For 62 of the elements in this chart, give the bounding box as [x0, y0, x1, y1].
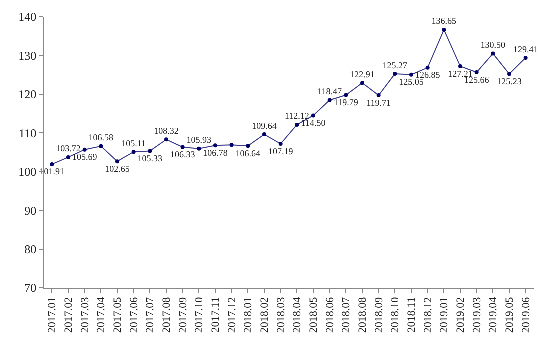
- y-tick-label: 80: [24, 242, 37, 256]
- x-tick-label: 2018.09: [373, 296, 386, 334]
- data-label: 136.65: [432, 16, 458, 26]
- x-tick-label: 2017.06: [128, 296, 140, 334]
- x-tick-label: 2017.10: [194, 296, 206, 334]
- data-label: 130.50: [480, 40, 506, 50]
- data-label: 105.69: [72, 152, 98, 162]
- x-tick-label: 2018.03: [275, 296, 288, 334]
- data-label: 105.11: [122, 138, 146, 148]
- x-tick-label: 2019.03: [471, 296, 484, 334]
- x-tick-label: 2017.01: [46, 297, 59, 334]
- data-label: 119.79: [334, 97, 359, 108]
- data-label: 108.32: [154, 126, 179, 136]
- x-tick-label: 2018.04: [292, 296, 304, 334]
- x-tick-label: 2018.11: [406, 297, 418, 333]
- y-tick-label: 70: [24, 281, 37, 296]
- x-tick-label: 2019.04: [488, 296, 500, 334]
- x-tick-label: 2018.07: [340, 296, 353, 334]
- x-tick-label: 2018.08: [357, 296, 370, 334]
- x-tick-label: 2019.05: [504, 296, 516, 334]
- data-label: 102.65: [105, 164, 130, 174]
- data-label: 119.71: [366, 98, 392, 108]
- data-label: 129.41: [513, 44, 538, 54]
- x-tick-label: 2017.05: [112, 296, 124, 334]
- x-tick-label: 2018.01: [242, 297, 255, 334]
- x-tick-label: 2017.03: [79, 296, 92, 334]
- data-label: 125.27: [382, 60, 408, 70]
- x-tick-label: 2019.06: [520, 296, 532, 334]
- y-tick-label: 110: [19, 126, 37, 140]
- data-label: 127.21: [448, 68, 473, 79]
- data-label: 101.91: [40, 166, 65, 177]
- x-tick-label: 2018.02: [259, 297, 272, 334]
- x-tick-label: 2018.12: [422, 297, 434, 334]
- data-label: 106.64: [236, 148, 262, 158]
- x-tick-label: 2017.02: [63, 297, 76, 334]
- x-tick-label: 2017.04: [96, 296, 108, 334]
- x-tick-label: 2019.01: [438, 297, 451, 334]
- y-tick-label: 90: [24, 204, 37, 218]
- data-label: 106.33: [170, 150, 196, 160]
- x-tick-label: 2017.12: [226, 297, 238, 334]
- y-tick-label: 130: [18, 48, 37, 63]
- x-tick-label: 2018.06: [324, 296, 336, 334]
- data-label: 105.93: [186, 135, 212, 146]
- x-tick-label: 2017.09: [177, 296, 190, 334]
- y-tick-label: 100: [18, 165, 37, 180]
- x-tick-label: 2017.08: [161, 296, 174, 334]
- data-label: 107.19: [268, 146, 294, 156]
- y-tick-label: 120: [18, 88, 37, 102]
- data-label: 109.64: [252, 120, 278, 131]
- x-tick-label: 2019.02: [455, 297, 468, 334]
- x-tick-label: 2017.07: [144, 296, 157, 334]
- y-tick-label: 140: [18, 10, 37, 24]
- x-tick-label: 2018.05: [308, 296, 320, 334]
- data-label: 122.91: [350, 69, 375, 80]
- data-label: 106.78: [203, 148, 228, 158]
- data-label: 125.23: [497, 76, 522, 86]
- x-tick-label: 2017.11: [210, 297, 222, 333]
- x-tick-label: 2018.10: [390, 296, 402, 334]
- data-label: 118.47: [318, 86, 343, 97]
- data-label: 106.58: [88, 132, 114, 143]
- data-label: 105.33: [138, 153, 164, 164]
- data-label: 103.72: [56, 144, 81, 154]
